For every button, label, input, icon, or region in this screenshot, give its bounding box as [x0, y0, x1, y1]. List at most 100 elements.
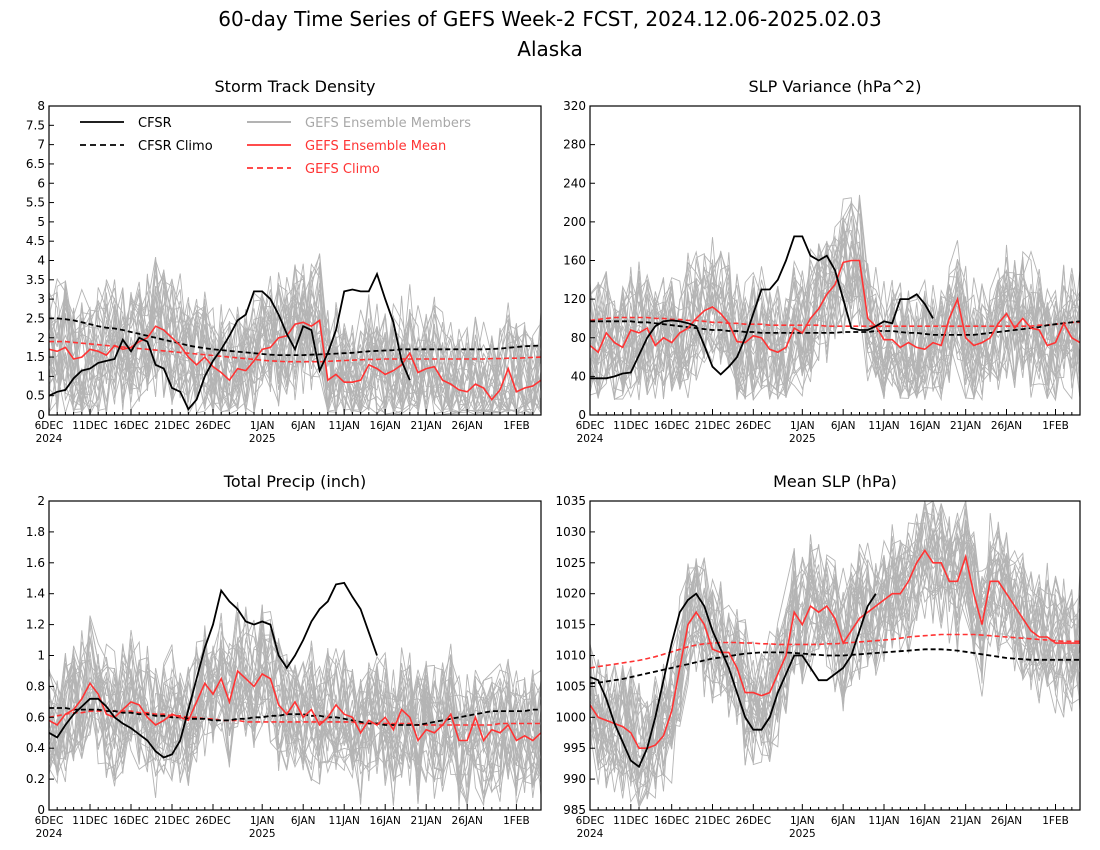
x-tick-label: 21JAN [950, 815, 981, 827]
y-tick-label: 4 [37, 254, 45, 268]
ensemble-member-line [49, 277, 541, 415]
y-tick-label: 0 [37, 408, 45, 422]
gefs-mean-line [49, 318, 541, 401]
x-tick-label: 16DEC [113, 420, 148, 432]
cfsr-line [590, 592, 877, 769]
y-tick-label: 1015 [555, 618, 586, 632]
y-tick-label: 0 [578, 408, 586, 422]
x-tick-label: 16DEC [654, 420, 689, 432]
x-tick-label: 26JAN [452, 420, 483, 432]
ensemble-member-line [49, 604, 541, 800]
y-tick-label: 8 [37, 99, 45, 113]
ensemble-member-line [590, 215, 1080, 402]
x-tick-label: 16JAN [909, 420, 940, 432]
gefs-climo-line [590, 316, 1080, 328]
x-tick-label: 11DEC [72, 815, 107, 827]
ensemble-members [49, 253, 541, 415]
cfsr-climo-line [590, 648, 1080, 685]
y-tick-label: 1 [37, 649, 45, 663]
y-tick-label: 1020 [555, 587, 586, 601]
chart-panel: Storm Track Density 0 0.5 1 1.5 2 2.5 3 3.5 4 4.5 5… [26, 77, 542, 445]
x-tick-label: 16JAN [909, 815, 940, 827]
x-tick-label: 21JAN [411, 815, 442, 827]
plot-area [49, 581, 541, 807]
ensemble-member-line [590, 509, 1080, 789]
x-tick-label: 1JAN [790, 815, 815, 827]
y-tick-label: 0.5 [26, 389, 45, 403]
ensemble-member-line [590, 513, 1080, 787]
chart-panel: Total Precip (inch) 0 0.2 0.4 0.6 0.8 1 1.2 1.4 1… [26, 472, 542, 840]
panels: Storm Track Density 0 0.5 1 1.5 2 2.5 3 3.5 4 4.5 5… [26, 77, 1081, 840]
cfsr-climo-line [49, 317, 541, 357]
figure-subtitle: Alaska [517, 37, 582, 61]
x-year-label: 2024 [577, 828, 604, 840]
x-tick-label: 26DEC [195, 420, 230, 432]
plot-area [590, 194, 1080, 402]
y-tick-label: 0.6 [26, 710, 45, 724]
y-tick-label: 0.2 [26, 772, 45, 786]
legend-label: CFSR Climo [138, 139, 213, 154]
ensemble-member-line [590, 536, 1080, 796]
x-year-label: 2024 [36, 828, 63, 840]
ensemble-member-line [590, 503, 1080, 795]
x-tick-label: 16JAN [370, 420, 401, 432]
y-tick-label: 1.2 [26, 618, 45, 632]
x-tick-label: 11JAN [329, 815, 360, 827]
y-tick-label: 120 [563, 292, 586, 306]
y-tick-label: 240 [563, 176, 586, 190]
ensemble-member-line [590, 237, 1080, 400]
ensemble-member-line [49, 638, 541, 807]
gefs-mean-line [590, 259, 1080, 354]
ensemble-members [590, 194, 1080, 402]
y-tick-label: 1 [37, 369, 45, 383]
x-year-label: 2025 [789, 433, 816, 445]
ensemble-member-line [590, 504, 1080, 804]
y-tick-label: 5.5 [26, 196, 45, 210]
gefs-climo-line [49, 710, 541, 726]
legend-label: GEFS Climo [305, 162, 380, 177]
x-tick-label: 1FEB [503, 815, 530, 827]
legend-label: GEFS Ensemble Members [305, 116, 471, 131]
ensemble-member-line [49, 264, 541, 415]
y-tick-label: 2 [37, 331, 45, 345]
y-tick-label: 2.5 [26, 311, 45, 325]
panel-title: Storm Track Density [215, 77, 376, 96]
y-tick-label: 280 [563, 138, 586, 152]
x-tick-label: 16DEC [654, 815, 689, 827]
y-tick-label: 320 [563, 99, 586, 113]
ensemble-member-line [49, 619, 541, 780]
legend: CFSR CFSR Climo GEFS Ensemble Members GEFS … [80, 116, 471, 177]
ensemble-member-line [590, 200, 1080, 397]
figure-title: 60-day Time Series of GEFS Week-2 FCST, … [218, 7, 881, 31]
x-tick-label: 1JAN [250, 815, 275, 827]
y-tick-label: 80 [571, 331, 586, 345]
y-tick-label: 1010 [555, 649, 586, 663]
ensemble-member-line [49, 636, 541, 799]
x-tick-label: 6DEC [576, 420, 605, 432]
x-tick-label: 1FEB [503, 420, 530, 432]
legend-label: CFSR [138, 116, 172, 131]
cfsr-line [49, 581, 378, 759]
ensemble-member-line [49, 639, 541, 804]
ensemble-member-line [590, 224, 1080, 401]
cfsr-climo-line [590, 320, 1080, 336]
y-tick-label: 1035 [555, 494, 586, 508]
ensemble-member-line [49, 273, 541, 415]
ensemble-member-line [590, 524, 1080, 793]
x-tick-label: 1FEB [1042, 420, 1069, 432]
y-tick-label: 7.5 [26, 118, 45, 132]
x-tick-label: 26DEC [195, 815, 230, 827]
y-tick-label: 995 [563, 741, 586, 755]
panel-title: SLP Variance (hPa^2) [749, 77, 922, 96]
x-tick-label: 26JAN [991, 420, 1022, 432]
plot-area [49, 253, 541, 415]
y-tick-label: 0.8 [26, 679, 45, 693]
ensemble-member-line [590, 201, 1080, 390]
y-tick-label: 1025 [555, 556, 586, 570]
plot-area [590, 501, 1080, 809]
y-tick-label: 1000 [555, 710, 586, 724]
cfsr-line [49, 271, 411, 411]
x-tick-label: 16DEC [113, 815, 148, 827]
chart-panel: SLP Variance (hPa^2) 0 40 80 120 160 200 240 280… [563, 77, 1081, 445]
ensemble-member-line [49, 274, 541, 414]
